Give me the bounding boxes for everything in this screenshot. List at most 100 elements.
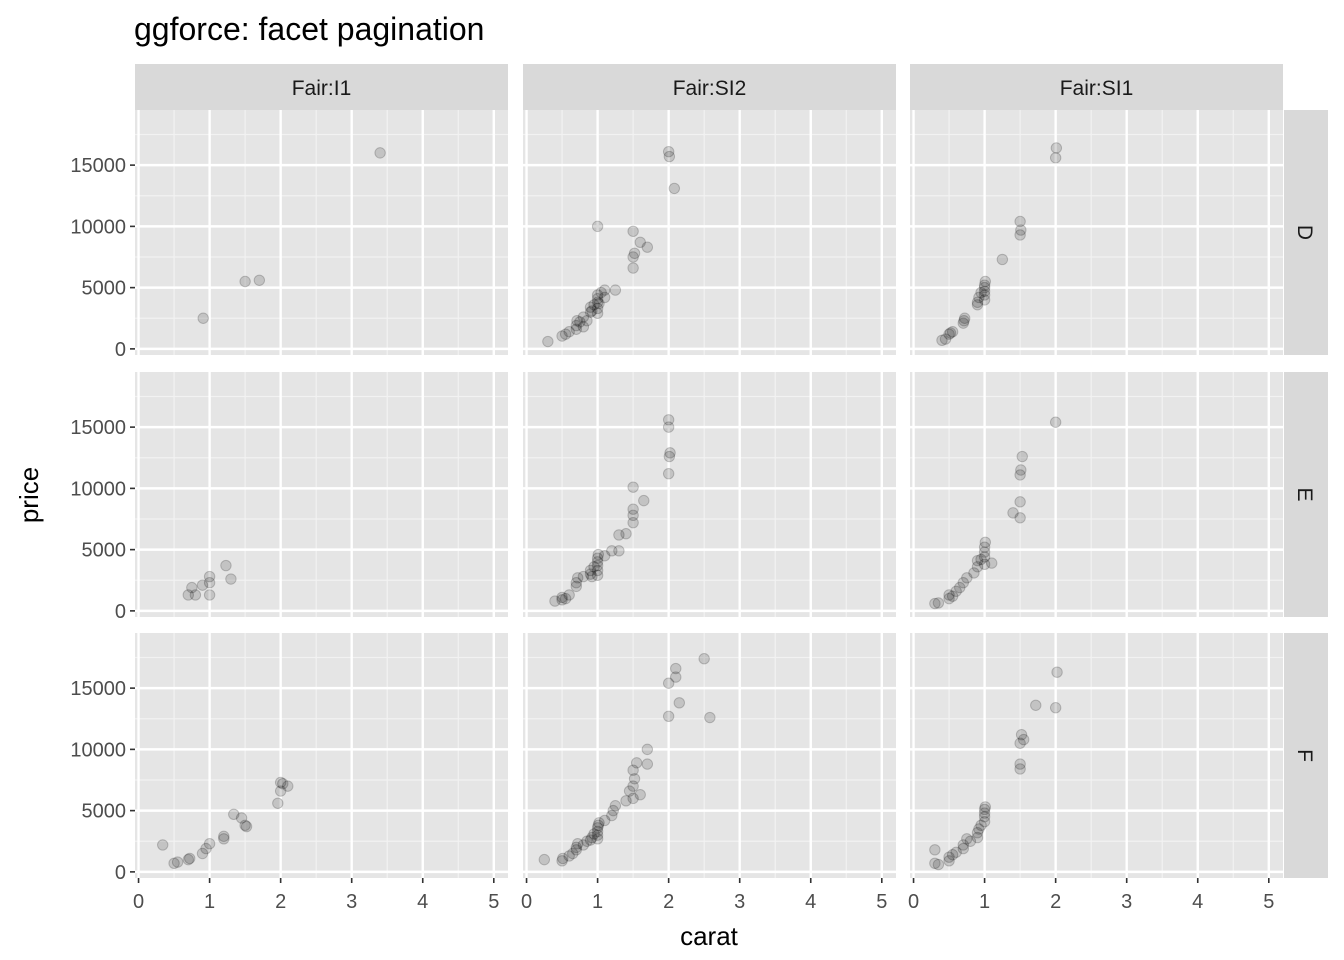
data-point [971, 296, 984, 309]
data-point [599, 291, 611, 304]
data-point [235, 812, 248, 824]
data-point [957, 317, 969, 329]
data-point [964, 835, 977, 847]
data-point [591, 559, 604, 572]
data-point [943, 851, 955, 863]
data-point [979, 801, 992, 813]
data-point [182, 853, 194, 866]
data-point [1007, 507, 1019, 519]
data-point [971, 299, 984, 311]
data-point [968, 567, 980, 579]
data-point [627, 503, 639, 515]
data-point [943, 592, 955, 605]
data-point [634, 236, 646, 249]
data-point [1051, 666, 1063, 678]
data-point [957, 842, 969, 855]
data-point [662, 421, 675, 433]
data-point [586, 831, 598, 844]
data-point [932, 858, 945, 871]
data-point [549, 595, 561, 607]
data-point [627, 262, 639, 274]
data-point [593, 817, 605, 829]
data-point [958, 315, 970, 327]
data-point [591, 825, 604, 838]
data-point [586, 305, 598, 317]
data-point [975, 553, 987, 566]
data-point [996, 253, 1009, 266]
x-tick-label: 3 [1121, 891, 1132, 913]
data-point [570, 844, 582, 856]
data-point [586, 570, 598, 583]
panel-background [910, 110, 1283, 355]
data-point [662, 145, 675, 158]
data-point [184, 852, 196, 865]
y-tick-label: 0 [115, 601, 126, 623]
data-point [203, 570, 216, 583]
data-point [620, 795, 632, 807]
data-point [973, 291, 985, 304]
y-tick-label: 5000 [82, 540, 127, 562]
x-tick-label: 4 [1192, 891, 1203, 913]
data-point [1014, 469, 1026, 481]
data-point [971, 561, 984, 573]
data-point [627, 225, 639, 237]
data-point [1015, 224, 1027, 236]
row-strip [1284, 110, 1328, 355]
x-tick-label: 4 [805, 891, 816, 913]
row-strip [1284, 372, 1328, 617]
data-point [1049, 702, 1062, 714]
x-tick-label: 2 [1050, 891, 1061, 913]
data-point [577, 311, 590, 323]
data-point [228, 808, 240, 820]
data-point [559, 328, 572, 340]
x-axis-label: carat [680, 921, 739, 951]
data-point [628, 773, 641, 785]
data-point [182, 589, 194, 601]
data-point [1017, 733, 1030, 746]
data-point [556, 591, 568, 604]
data-point [1015, 464, 1027, 476]
column-strip-label: Fair:SI1 [1060, 77, 1134, 100]
row-strip-label: E [1293, 487, 1316, 501]
data-point [592, 548, 605, 561]
data-point [571, 315, 583, 327]
data-point [563, 326, 575, 338]
data-point [1014, 496, 1026, 508]
data-point [572, 838, 584, 850]
data-point [220, 559, 232, 572]
data-point [606, 809, 618, 822]
data-point [591, 569, 604, 582]
data-point [641, 758, 654, 770]
data-point [939, 333, 952, 345]
data-point [609, 284, 622, 296]
x-tick-label: 0 [908, 891, 919, 913]
data-point [570, 323, 582, 335]
data-point [627, 764, 639, 776]
data-point [973, 823, 985, 835]
data-point [1050, 142, 1063, 154]
data-point [557, 852, 569, 865]
data-point [627, 251, 639, 263]
y-tick-label: 15000 [70, 678, 126, 700]
panel-background [910, 633, 1283, 878]
data-point [957, 839, 969, 851]
y-tick-label: 10000 [70, 478, 126, 500]
data-point [978, 285, 991, 297]
data-point [1014, 763, 1026, 775]
data-point [662, 710, 675, 722]
data-point [591, 220, 604, 233]
data-point [591, 833, 604, 845]
x-tick-label: 0 [133, 891, 144, 913]
data-point [943, 328, 955, 340]
data-point [593, 297, 605, 310]
data-point [538, 853, 551, 866]
data-point [978, 811, 991, 823]
data-point [662, 467, 675, 480]
data-point [979, 275, 992, 288]
data-point [1049, 416, 1062, 428]
data-point [662, 414, 675, 426]
data-point [599, 550, 611, 562]
data-point [627, 780, 639, 792]
chart-title: ggforce: facet pagination [134, 11, 484, 47]
data-point [1014, 229, 1026, 241]
